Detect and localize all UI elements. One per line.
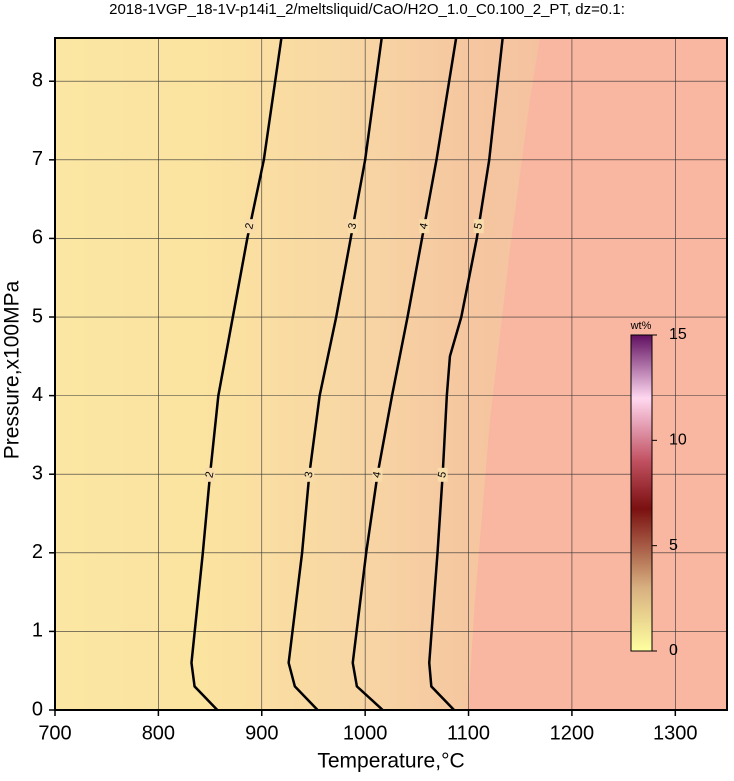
- y-tick-label: 0: [32, 698, 43, 720]
- x-tick-label: 1100: [447, 722, 490, 744]
- colorbar-tick-label: 10: [669, 432, 687, 449]
- plot-frame: [54, 37, 728, 711]
- contour-label: 3: [303, 471, 316, 479]
- contour-label-bg: [372, 467, 383, 482]
- saturated-region: [468, 38, 727, 710]
- y-tick-label: 1: [32, 620, 43, 642]
- contour-line: [190, 38, 283, 710]
- y-axis-label: Pressure,x100MPa: [1, 280, 24, 459]
- contour-label: 5: [436, 471, 449, 479]
- y-tick-label: 3: [32, 462, 43, 484]
- contour-label-bg: [419, 219, 430, 234]
- colorbar-tick-label: 15: [669, 326, 687, 343]
- colorbar-tick-label: 0: [669, 642, 678, 659]
- y-tick-label: 5: [32, 305, 43, 327]
- contour-label: 4: [371, 471, 384, 479]
- contour-label-bg: [244, 219, 255, 234]
- x-tick-label: 1300: [653, 722, 698, 744]
- contour-label-bg: [473, 219, 484, 234]
- y-tick-label: 4: [32, 384, 43, 406]
- y-tick-label: 2: [32, 541, 43, 563]
- contour-label-bg: [347, 219, 358, 234]
- contour-line: [351, 38, 458, 710]
- contour-label: 4: [418, 222, 431, 230]
- plot-area: 2 2 3 3 4 4 5 5: [55, 38, 727, 710]
- contour-label: 2: [203, 471, 216, 479]
- contour-label-bg: [205, 467, 216, 482]
- colorbar-tick-label: 5: [669, 537, 678, 554]
- x-axis-label: Temperature,°C: [317, 750, 464, 773]
- x-tick-label: 900: [245, 722, 278, 744]
- y-tick-label: 7: [32, 148, 43, 170]
- contour-label-bg: [304, 467, 315, 482]
- x-tick-label: 1200: [550, 722, 595, 744]
- contour-line: [427, 38, 504, 710]
- y-tick-label: 6: [32, 227, 43, 249]
- y-tick-label: 8: [32, 70, 43, 92]
- chart-title: 2018-1VGP_18-1V-p14i1_2/meltsliquid/CaO/…: [109, 1, 625, 18]
- contour-label: 3: [346, 222, 359, 230]
- colorbar-label: wt%: [630, 320, 652, 332]
- colorbar: [630, 334, 653, 652]
- contour-label-bg: [437, 467, 448, 482]
- contour-label: 2: [243, 222, 256, 230]
- x-tick-label: 800: [142, 722, 175, 744]
- x-tick-label: 700: [38, 722, 71, 744]
- x-tick-label: 1000: [343, 722, 388, 744]
- contour-label: 5: [472, 222, 485, 230]
- contour-line: [287, 38, 383, 710]
